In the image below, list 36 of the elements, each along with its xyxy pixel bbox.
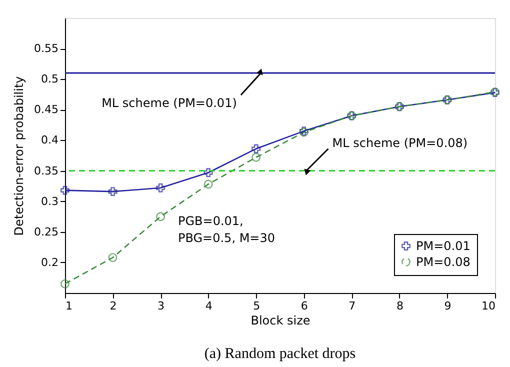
point — [156, 212, 166, 222]
x-tick-label: 2 — [110, 300, 117, 312]
x-tick-label: 5 — [253, 300, 260, 312]
annotation: ML scheme (PM=0.01) — [102, 96, 237, 110]
x-tick-label: 8 — [396, 300, 404, 312]
text: (a) Random packet drops — [204, 346, 356, 362]
annotation: ML scheme (PM=0.08) — [332, 136, 468, 150]
y-tick-label: 0.4 — [41, 134, 58, 147]
x-tick-label: 3 — [158, 300, 165, 312]
x-tick-label: 10 — [482, 300, 496, 312]
y-tick-label: 0.5 — [41, 72, 58, 86]
x-tick-label: 4 — [205, 300, 212, 312]
legend-label: PM=0.01 — [416, 239, 470, 253]
point — [204, 168, 213, 178]
annotation: PGB=0.01, PBG=0.5, M=30 — [178, 214, 276, 245]
legend-label: PM=0.08 — [416, 255, 470, 269]
y-tick-label: 0.3 — [41, 194, 58, 208]
point — [252, 152, 261, 162]
point — [108, 187, 118, 196]
point — [252, 144, 261, 154]
y-axis-title: Detection-error probability — [12, 76, 26, 236]
y-tick-label: 0.35 — [34, 164, 58, 178]
point — [60, 186, 70, 195]
x-tick-label: 1 — [66, 300, 72, 312]
point — [156, 183, 166, 192]
x-tick-label: 7 — [348, 300, 356, 312]
point — [60, 279, 70, 288]
x-tick-label: 6 — [300, 300, 308, 312]
y-tick-label: 0.45 — [34, 103, 58, 116]
y-tick-label: 0.25 — [34, 225, 58, 238]
x-tick-label: 9 — [444, 300, 452, 312]
y-tick-label: 0.55 — [34, 42, 58, 56]
point — [108, 253, 118, 262]
point — [204, 180, 213, 189]
x-axis-title: Block size — [250, 314, 310, 328]
y-tick-label: 0.2 — [41, 256, 58, 269]
